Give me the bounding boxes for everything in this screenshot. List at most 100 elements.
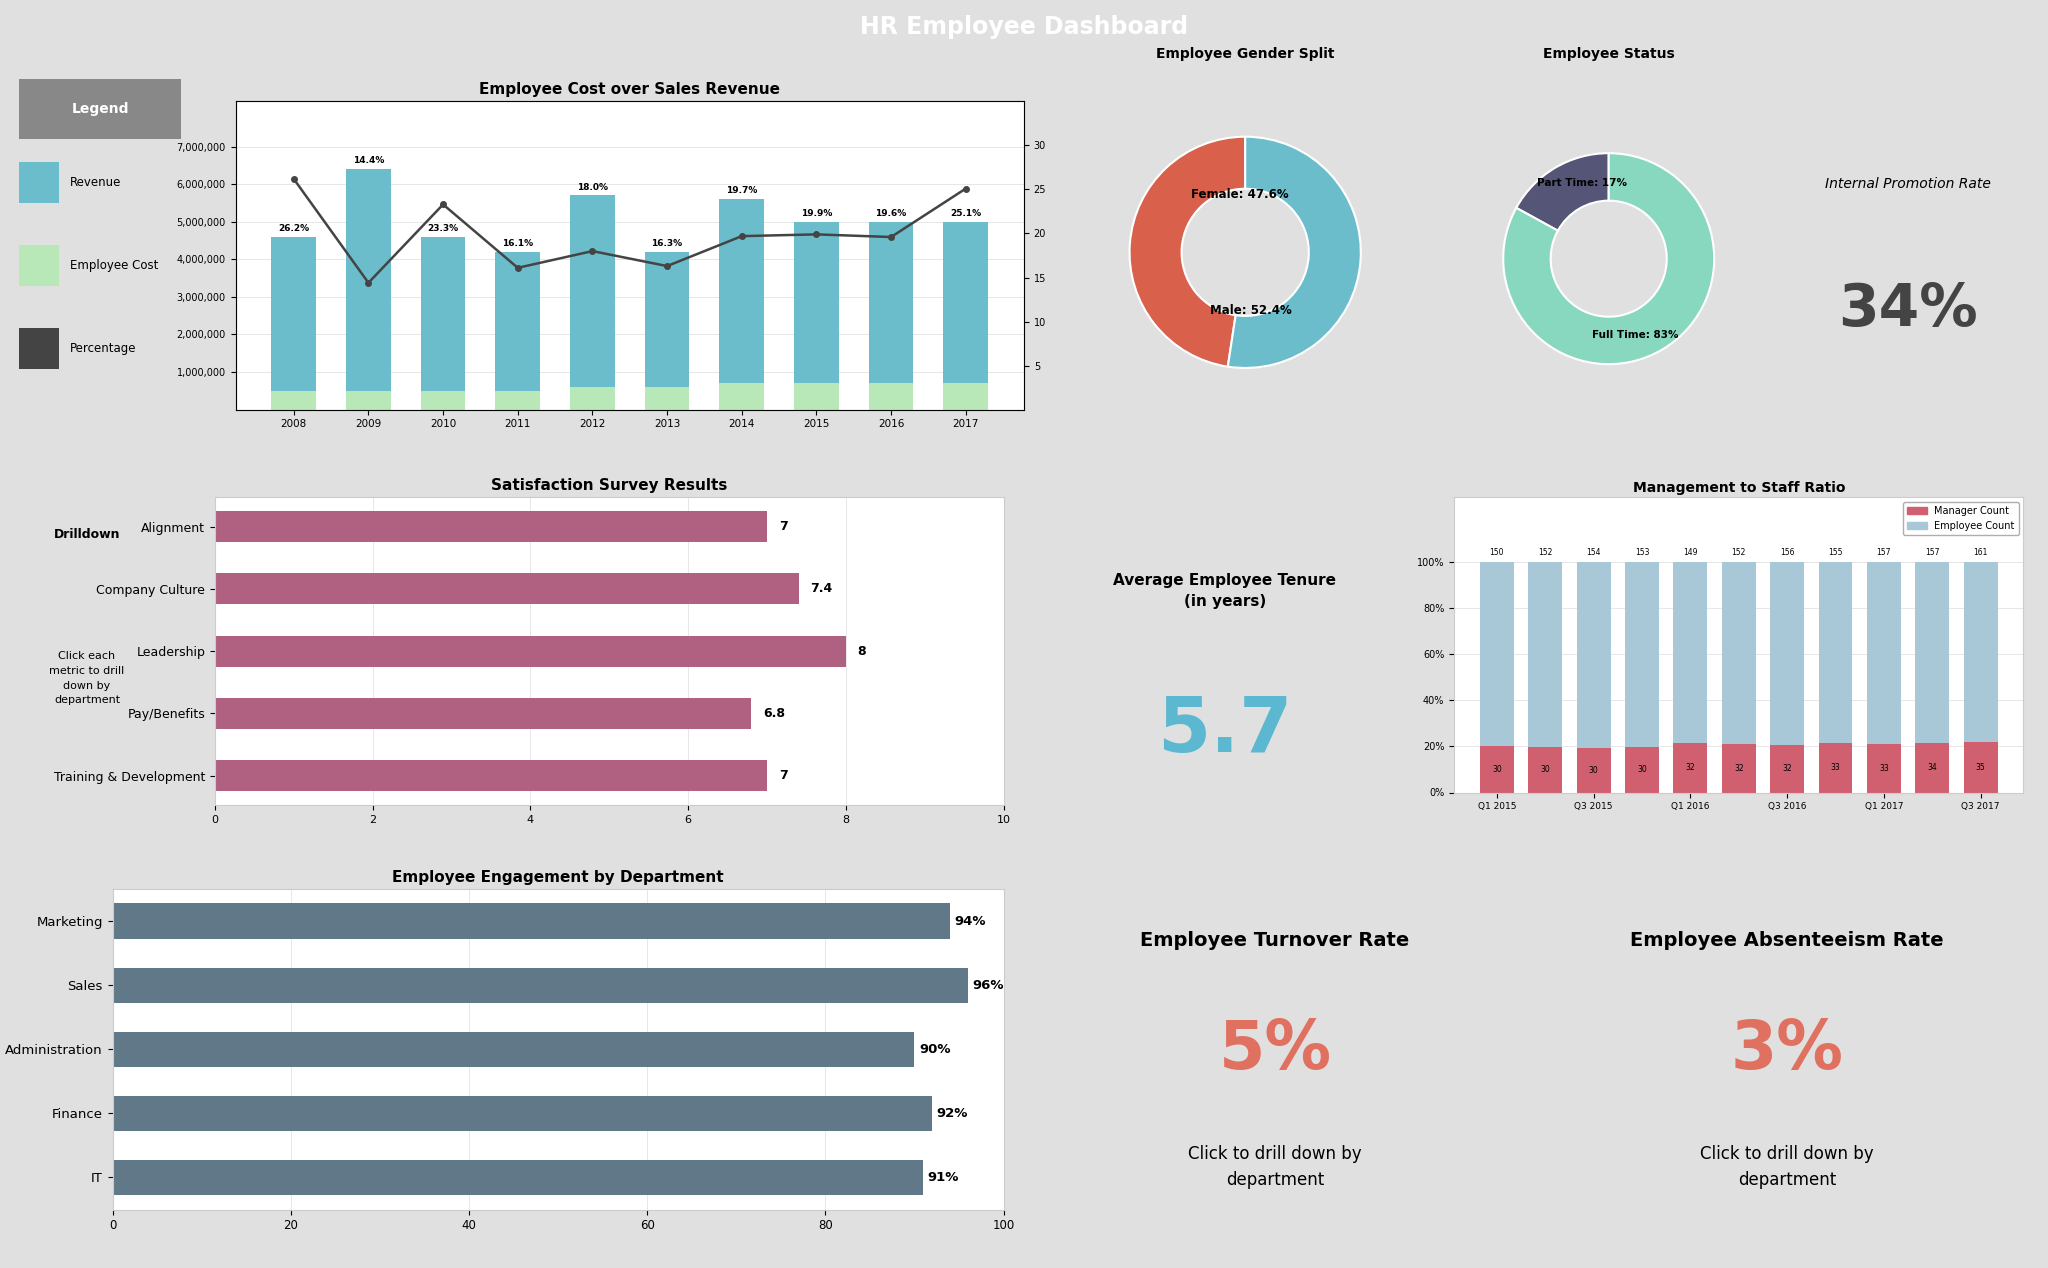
- Text: 33: 33: [1831, 763, 1841, 772]
- Text: 156: 156: [1780, 548, 1794, 557]
- Text: 16.3%: 16.3%: [651, 238, 682, 249]
- Text: HR Employee Dashboard: HR Employee Dashboard: [860, 15, 1188, 38]
- Text: Male: 52.4%: Male: 52.4%: [1210, 303, 1292, 317]
- Bar: [215, 573, 799, 605]
- Text: Revenue: Revenue: [70, 176, 121, 189]
- Text: 14.4%: 14.4%: [352, 156, 385, 165]
- Bar: [1915, 562, 1950, 792]
- Text: 19.9%: 19.9%: [801, 209, 831, 218]
- Bar: [1528, 747, 1563, 792]
- Text: 7: 7: [778, 520, 788, 533]
- Bar: [1868, 744, 1901, 792]
- FancyBboxPatch shape: [18, 161, 59, 203]
- Title: Satisfaction Survey Results: Satisfaction Survey Results: [492, 478, 727, 493]
- Text: 3%: 3%: [1731, 1017, 1843, 1083]
- Bar: [113, 1160, 924, 1194]
- Text: 30: 30: [1493, 765, 1501, 773]
- Text: Employee Turnover Rate: Employee Turnover Rate: [1141, 931, 1409, 950]
- Text: 6.8: 6.8: [764, 706, 784, 720]
- Text: 30: 30: [1636, 766, 1647, 775]
- Text: 91%: 91%: [928, 1170, 958, 1184]
- Text: 16.1%: 16.1%: [502, 238, 532, 249]
- Text: 33: 33: [1878, 763, 1888, 772]
- Bar: [1481, 747, 1513, 792]
- Bar: [1769, 562, 1804, 792]
- Bar: [1769, 746, 1804, 792]
- Text: 149: 149: [1683, 548, 1698, 557]
- Text: 26.2%: 26.2%: [279, 224, 309, 233]
- Wedge shape: [1503, 153, 1714, 364]
- Text: 18.0%: 18.0%: [578, 183, 608, 191]
- Text: Click to drill down by
department: Click to drill down by department: [1188, 1145, 1362, 1189]
- FancyBboxPatch shape: [18, 245, 59, 287]
- Title: Employee Engagement by Department: Employee Engagement by Department: [393, 870, 723, 885]
- Text: 153: 153: [1634, 548, 1649, 557]
- Text: 96%: 96%: [973, 979, 1004, 992]
- Text: Click to drill down by
department: Click to drill down by department: [1700, 1145, 1874, 1189]
- Bar: [1868, 562, 1901, 792]
- Legend: Manager Count, Employee Count: Manager Count, Employee Count: [1903, 502, 2019, 535]
- Bar: [215, 635, 846, 667]
- Bar: [1915, 743, 1950, 792]
- FancyBboxPatch shape: [18, 328, 59, 369]
- Text: 34%: 34%: [1837, 280, 1978, 337]
- Bar: [1577, 748, 1610, 792]
- Title: Management to Staff Ratio: Management to Staff Ratio: [1632, 481, 1845, 495]
- Bar: [420, 391, 465, 410]
- Bar: [868, 383, 913, 410]
- Text: 92%: 92%: [936, 1107, 969, 1120]
- Bar: [113, 903, 950, 938]
- Bar: [569, 195, 614, 410]
- Text: 7.4: 7.4: [811, 582, 834, 596]
- Text: 155: 155: [1829, 548, 1843, 557]
- Bar: [1673, 743, 1708, 792]
- Bar: [420, 237, 465, 410]
- Bar: [1481, 562, 1513, 792]
- Bar: [1819, 743, 1853, 792]
- Text: Percentage: Percentage: [70, 342, 137, 355]
- Bar: [795, 383, 840, 410]
- Bar: [496, 391, 541, 410]
- Bar: [1624, 562, 1659, 792]
- Text: 30: 30: [1540, 765, 1550, 775]
- Bar: [346, 391, 391, 410]
- Bar: [215, 760, 768, 791]
- Text: 32: 32: [1782, 765, 1792, 773]
- Bar: [1528, 562, 1563, 792]
- Text: Legend: Legend: [72, 101, 129, 115]
- Text: 157: 157: [1925, 548, 1939, 557]
- Text: 34: 34: [1927, 763, 1937, 772]
- Title: Employee Status: Employee Status: [1542, 47, 1675, 61]
- Wedge shape: [1229, 137, 1360, 368]
- Text: 90%: 90%: [920, 1042, 950, 1056]
- Text: 8: 8: [858, 644, 866, 658]
- Bar: [645, 252, 690, 410]
- Bar: [868, 222, 913, 410]
- Bar: [1722, 562, 1755, 792]
- Bar: [645, 387, 690, 410]
- FancyBboxPatch shape: [18, 79, 182, 139]
- Text: 23.3%: 23.3%: [428, 224, 459, 233]
- Text: Part Time: 17%: Part Time: 17%: [1538, 178, 1628, 188]
- Bar: [270, 237, 315, 410]
- Bar: [1964, 562, 1997, 792]
- Text: 19.6%: 19.6%: [874, 209, 907, 218]
- Text: Drilldown: Drilldown: [53, 527, 121, 541]
- Text: 5.7: 5.7: [1157, 694, 1292, 768]
- Text: Internal Promotion Rate: Internal Promotion Rate: [1825, 178, 1991, 191]
- Bar: [944, 222, 989, 410]
- Text: 25.1%: 25.1%: [950, 209, 981, 218]
- Text: Full Time: 83%: Full Time: 83%: [1591, 330, 1677, 340]
- Title: Employee Cost over Sales Revenue: Employee Cost over Sales Revenue: [479, 82, 780, 98]
- Bar: [113, 1032, 913, 1066]
- Bar: [113, 967, 969, 1003]
- Text: 157: 157: [1876, 548, 1890, 557]
- Text: 152: 152: [1538, 548, 1552, 557]
- Title: Employee Gender Split: Employee Gender Split: [1155, 47, 1335, 61]
- Bar: [1673, 562, 1708, 792]
- Bar: [113, 1096, 932, 1131]
- Bar: [215, 511, 768, 543]
- Text: Employee Absenteeism Rate: Employee Absenteeism Rate: [1630, 931, 1944, 950]
- Bar: [270, 391, 315, 410]
- Text: 32: 32: [1686, 763, 1696, 772]
